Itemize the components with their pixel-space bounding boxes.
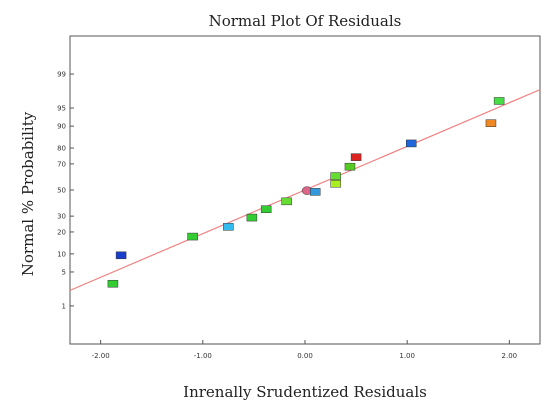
- data-point: [485, 119, 497, 127]
- x-tick-label: -1.00: [194, 352, 212, 360]
- y-tick-label: 5: [62, 268, 66, 276]
- data-point: [406, 139, 417, 148]
- y-tick-label: 30: [57, 213, 66, 221]
- y-tick-label: 80: [57, 145, 66, 153]
- data-point: [107, 279, 119, 288]
- data-point: [187, 232, 198, 241]
- data-point: [223, 223, 234, 231]
- x-axis-label: Inrenally Srudentized Residuals: [183, 383, 427, 401]
- y-tick-label: 70: [57, 160, 66, 168]
- y-tick-label: 10: [57, 250, 66, 258]
- y-tick-label: 1: [62, 302, 66, 310]
- y-tick-label: 95: [57, 105, 66, 113]
- data-point: [330, 179, 341, 188]
- y-tick-label: 99: [57, 71, 66, 79]
- data-point: [115, 251, 127, 260]
- x-tick-label: -2.00: [92, 352, 110, 360]
- data-point: [330, 172, 341, 180]
- x-ticks: -2.00 -1.00 0.00 1.00 2.00: [92, 340, 518, 360]
- data-points: [107, 97, 505, 288]
- x-tick-label: 1.00: [399, 352, 415, 360]
- x-tick-label: 2.00: [502, 352, 518, 360]
- y-tick-label: 20: [57, 228, 66, 236]
- y-tick-label: 50: [57, 187, 66, 195]
- chart-title: Normal Plot Of Residuals: [208, 12, 402, 30]
- x-tick-label: 0.00: [297, 352, 313, 360]
- data-point: [493, 97, 505, 105]
- data-point: [281, 197, 292, 206]
- data-point: [246, 213, 258, 222]
- data-point: [344, 162, 356, 171]
- data-point: [350, 153, 362, 161]
- data-point: [309, 188, 321, 196]
- data-point: [260, 205, 272, 213]
- y-ticks: 1 5 10 20 30 50 70 80 90 95 99: [57, 71, 74, 310]
- y-tick-label: 90: [57, 123, 66, 131]
